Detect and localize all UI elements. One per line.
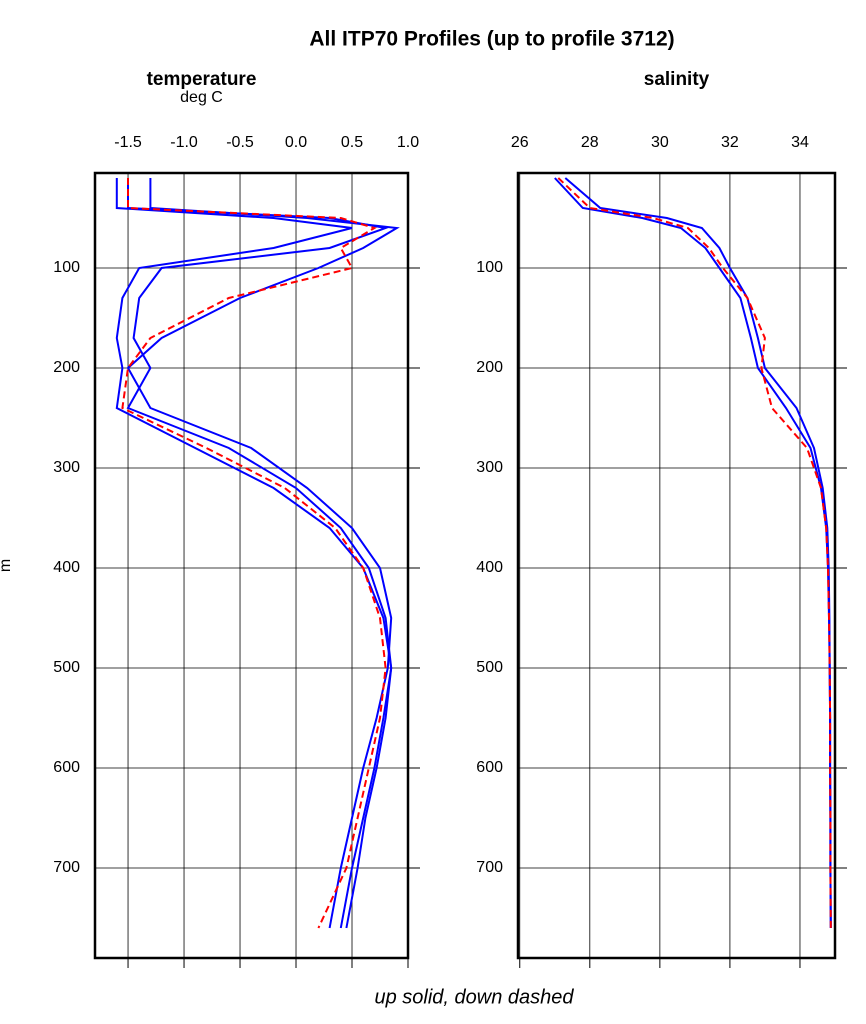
y-tick-label: 400: [53, 559, 80, 576]
x-tick-label: 26: [511, 134, 529, 151]
y-tick-label: 300: [476, 459, 503, 476]
x-tick-label: -0.5: [226, 134, 254, 151]
profile-line: [554, 177, 832, 929]
y-tick-label: 600: [476, 759, 503, 776]
profile-line: [115, 178, 393, 929]
profile-line: [121, 178, 387, 929]
x-tick-label: 34: [791, 134, 809, 151]
x-tick-label: 30: [651, 134, 669, 151]
x-tick-label: 0.5: [341, 134, 363, 151]
y-tick-label: 100: [53, 259, 80, 276]
x-axis-label: deg C: [180, 89, 223, 106]
profile-line: [126, 178, 400, 929]
plot-frame: [93, 171, 410, 960]
y-axis-label: m: [0, 559, 14, 572]
panel-title: salinity: [644, 69, 710, 90]
profile-line: [557, 177, 832, 929]
x-tick-label: 1.0: [397, 134, 419, 151]
y-tick-label: 700: [476, 859, 503, 876]
y-tick-label: 200: [53, 359, 80, 376]
y-tick-label: 600: [53, 759, 80, 776]
x-tick-label: 32: [721, 134, 739, 151]
chart-title: All ITP70 Profiles (up to profile 3712): [309, 28, 674, 51]
y-tick-label: 500: [476, 659, 503, 676]
y-tick-label: 700: [53, 859, 80, 876]
x-tick-label: -1.0: [170, 134, 198, 151]
x-tick-label: 0.0: [285, 134, 307, 151]
y-tick-label: 400: [476, 559, 503, 576]
panel-title: temperature: [147, 69, 257, 90]
y-tick-label: 500: [53, 659, 80, 676]
plot-frame: [516, 171, 837, 960]
y-tick-label: 200: [476, 359, 503, 376]
note: up solid, down dashed: [374, 986, 574, 1008]
x-tick-label: -1.5: [114, 134, 142, 151]
profile-line: [564, 177, 832, 929]
profile-line: [126, 178, 393, 929]
y-tick-label: 100: [476, 259, 503, 276]
y-tick-label: 300: [53, 459, 80, 476]
x-tick-label: 28: [581, 134, 599, 151]
